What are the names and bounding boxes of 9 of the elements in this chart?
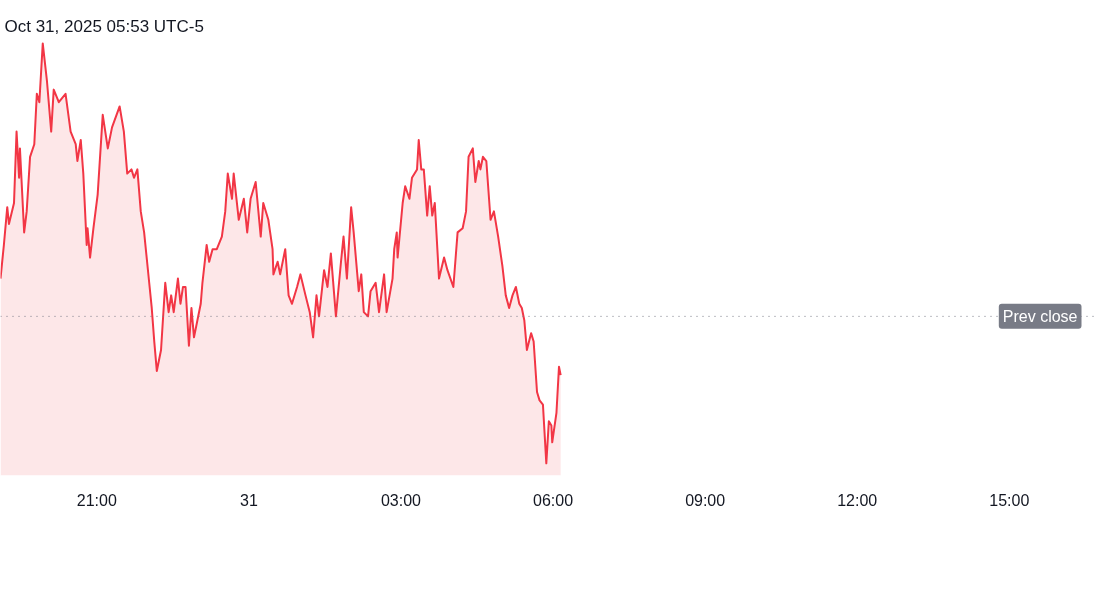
x-tick-label: 21:00 bbox=[76, 491, 117, 509]
x-tick-label: 31 bbox=[240, 491, 258, 509]
x-tick-label: 09:00 bbox=[685, 491, 726, 509]
x-tick-label: 12:00 bbox=[837, 491, 878, 509]
x-tick-label: 03:00 bbox=[380, 491, 422, 509]
x-tick-label: 15:00 bbox=[989, 491, 1030, 509]
x-tick-label: 06:00 bbox=[533, 491, 574, 509]
ref-line-label: Prev close bbox=[1002, 307, 1078, 325]
text: Oct 31, 2025 05:53 UTC-5 bbox=[4, 16, 204, 36]
